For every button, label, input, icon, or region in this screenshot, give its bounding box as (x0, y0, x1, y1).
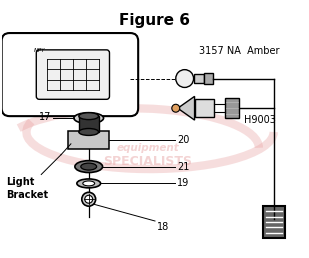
Ellipse shape (81, 163, 97, 170)
Text: 20: 20 (177, 135, 189, 145)
Bar (263, 206, 285, 238)
FancyBboxPatch shape (36, 50, 109, 99)
Text: equipment: equipment (117, 143, 180, 153)
Text: H9003: H9003 (244, 115, 276, 125)
Ellipse shape (77, 179, 101, 188)
Text: Light
Bracket: Light Bracket (6, 178, 49, 200)
Bar (225, 98, 239, 118)
Text: 3157 NA  Amber: 3157 NA Amber (199, 46, 279, 56)
Ellipse shape (83, 181, 95, 186)
Circle shape (82, 192, 96, 206)
Circle shape (176, 70, 193, 87)
Polygon shape (178, 96, 195, 120)
Ellipse shape (79, 128, 99, 135)
FancyBboxPatch shape (2, 33, 138, 116)
Bar (79, 116, 99, 132)
Text: SPECIALISTS: SPECIALISTS (104, 155, 193, 168)
Ellipse shape (80, 115, 98, 122)
Bar (205, 72, 213, 84)
FancyBboxPatch shape (68, 131, 109, 149)
Circle shape (172, 104, 180, 112)
Text: MPY: MPY (33, 48, 45, 53)
Ellipse shape (74, 113, 104, 124)
Bar (193, 74, 205, 84)
Text: 21: 21 (177, 162, 189, 172)
Text: 18: 18 (157, 222, 169, 232)
Ellipse shape (75, 161, 103, 173)
Bar (195, 99, 214, 117)
Circle shape (85, 195, 93, 203)
Text: 19: 19 (177, 179, 189, 188)
Text: 17: 17 (39, 112, 51, 122)
Text: Figure 6: Figure 6 (119, 13, 189, 28)
Ellipse shape (79, 113, 99, 120)
